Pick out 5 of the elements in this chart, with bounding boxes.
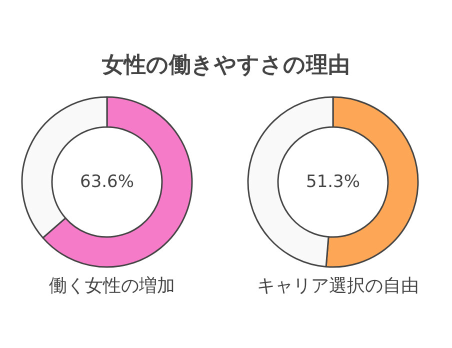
data-label: 51.3% xyxy=(306,172,360,192)
chart-title: 女性の働きやすさの理由 xyxy=(101,52,351,80)
slice-label: 働く女性の増加 xyxy=(49,276,175,296)
data-label: 63.6% xyxy=(80,172,134,192)
slice-label: キャリア選択の自由 xyxy=(257,276,419,296)
